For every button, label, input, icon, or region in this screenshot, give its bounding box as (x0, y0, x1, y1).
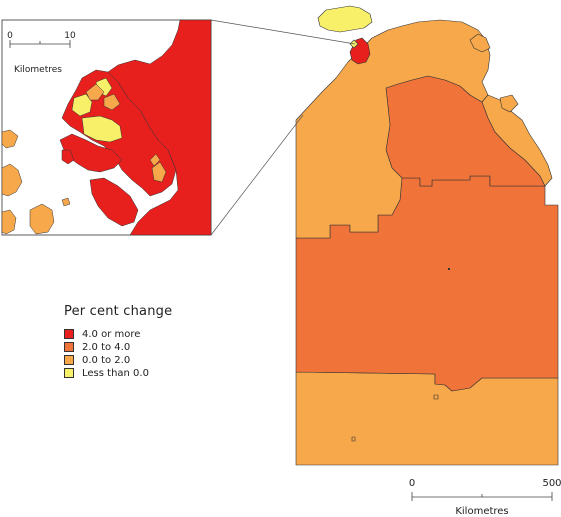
inset-region-yellow-2 (81, 115, 123, 143)
region-south (295, 371, 559, 466)
inset-region-south (89, 177, 139, 227)
marker-outline-2 (351, 436, 356, 442)
legend-item: 2.0 to 4.0 (64, 341, 172, 353)
inset-region-orange-4 (149, 153, 161, 167)
inset-scale-min: 0 (7, 31, 13, 41)
inset-region-orange-1 (85, 83, 105, 101)
inset-connectors (210, 19, 356, 236)
legend-item: 4.0 or more (64, 328, 172, 340)
legend: Per cent change 4.0 or more 2.0 to 4.0 0… (64, 304, 172, 380)
main-scale-max: 500 (542, 478, 561, 489)
legend-swatch-yellow (64, 368, 74, 378)
main-scale-min: 0 (409, 478, 415, 489)
legend-swatch-dark-orange (64, 342, 74, 352)
inset-land-small-island (61, 197, 71, 207)
main-scale-unit: Kilometres (455, 506, 508, 517)
inset-map: 0 10 Kilometres (1, 19, 212, 236)
inset-scale-bar (9, 40, 71, 48)
main-map (295, 5, 559, 466)
legend-swatch-light-orange (64, 355, 74, 365)
inset-region-orange-3 (151, 161, 167, 183)
legend-item: 0.0 to 2.0 (64, 354, 172, 366)
marker-small (448, 268, 450, 270)
island-gulf (499, 94, 519, 113)
legend-item: Less than 0.0 (64, 367, 172, 379)
inset-region-yellow-1 (71, 93, 93, 117)
legend-swatch-red (64, 329, 74, 339)
legend-label: 2.0 to 4.0 (82, 341, 131, 353)
legend-label: Less than 0.0 (82, 367, 149, 379)
tiwi-islands (317, 5, 373, 33)
inset-scale-unit: Kilometres (14, 65, 62, 75)
inset-land-west-4 (1, 209, 17, 235)
legend-label: 0.0 to 2.0 (82, 354, 131, 366)
legend-label: 4.0 or more (82, 328, 141, 340)
inset-scale-max: 10 (64, 31, 76, 41)
island-north (469, 33, 491, 53)
legend-title: Per cent change (64, 304, 173, 319)
inset-land-west-2 (1, 163, 23, 197)
inset-region-west-tip (61, 149, 75, 165)
main-scale-bar (411, 492, 553, 501)
marker-outline (433, 394, 439, 400)
inset-land-west-1 (1, 129, 19, 149)
region-top-end (295, 19, 491, 239)
inset-region-orange-2 (103, 93, 121, 111)
inset-land-west-3 (29, 203, 55, 235)
